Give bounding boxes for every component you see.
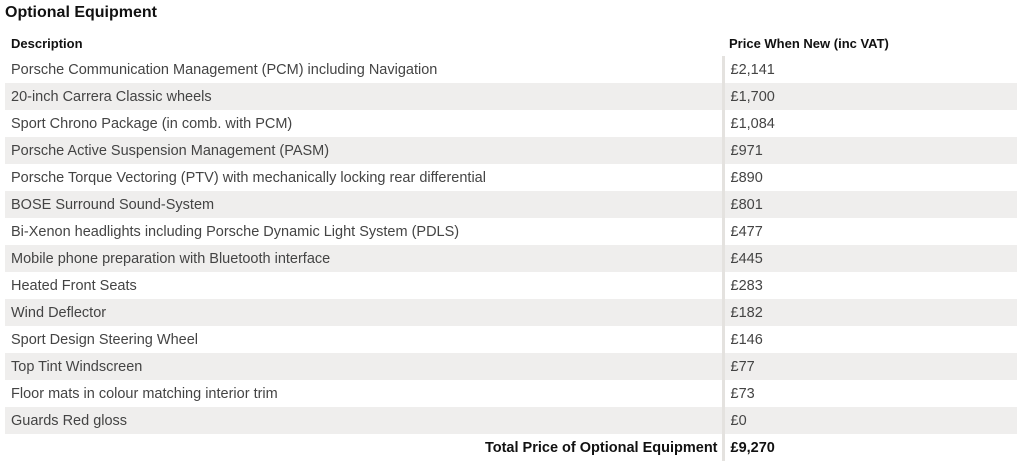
table-body: Porsche Communication Management (PCM) i…	[5, 56, 1017, 434]
table-row: Heated Front Seats £283	[5, 272, 1017, 299]
table-header: Description Price When New (inc VAT)	[5, 30, 1017, 56]
table-footer: Total Price of Optional Equipment £9,270	[5, 434, 1017, 461]
total-label: Total Price of Optional Equipment	[484, 439, 718, 456]
row-description: Porsche Active Suspension Management (PA…	[5, 137, 723, 164]
row-description: BOSE Surround Sound-System	[5, 191, 723, 218]
table-row: Porsche Active Suspension Management (PA…	[5, 137, 1017, 164]
row-price: £801	[721, 191, 1017, 218]
row-price: £445	[721, 245, 1017, 272]
row-description: Top Tint Windscreen	[5, 353, 723, 380]
row-price: £73	[721, 380, 1017, 407]
row-price: £283	[721, 272, 1017, 299]
table-row: Porsche Communication Management (PCM) i…	[5, 56, 1017, 83]
total-row: Total Price of Optional Equipment £9,270	[5, 434, 1017, 461]
table-row: Sport Design Steering Wheel £146	[5, 326, 1017, 353]
table-row: Floor mats in colour matching interior t…	[5, 380, 1017, 407]
row-description: Porsche Torque Vectoring (PTV) with mech…	[5, 164, 723, 191]
row-description: Porsche Communication Management (PCM) i…	[5, 56, 723, 83]
row-description: Guards Red gloss	[5, 407, 723, 434]
row-description: Wind Deflector	[5, 299, 723, 326]
column-header-description: Description	[11, 35, 83, 51]
row-price: £1,700	[721, 83, 1017, 110]
optional-equipment-table: Description Price When New (inc VAT) Por…	[5, 30, 1017, 461]
row-price: £182	[721, 299, 1017, 326]
table-row: 20-inch Carrera Classic wheels £1,700	[5, 83, 1017, 110]
table-row: Mobile phone preparation with Bluetooth …	[5, 245, 1017, 272]
table-row: Wind Deflector £182	[5, 299, 1017, 326]
table-row: Guards Red gloss £0	[5, 407, 1017, 434]
table-row: Bi-Xenon headlights including Porsche Dy…	[5, 218, 1017, 245]
row-description: Sport Chrono Package (in comb. with PCM)	[5, 110, 723, 137]
row-price: £0	[721, 407, 1017, 434]
column-header-price: Price When New (inc VAT)	[729, 35, 889, 51]
row-price: £971	[721, 137, 1017, 164]
row-description: Heated Front Seats	[5, 272, 723, 299]
table-row: Sport Chrono Package (in comb. with PCM)…	[5, 110, 1017, 137]
section-title: Optional Equipment	[5, 4, 157, 21]
row-description: Floor mats in colour matching interior t…	[5, 380, 723, 407]
row-price: £77	[721, 353, 1017, 380]
row-description: Sport Design Steering Wheel	[5, 326, 723, 353]
row-description: Bi-Xenon headlights including Porsche Dy…	[5, 218, 723, 245]
row-price: £146	[721, 326, 1017, 353]
row-price: £2,141	[721, 56, 1017, 83]
row-description: 20-inch Carrera Classic wheels	[5, 83, 723, 110]
row-price: £890	[721, 164, 1017, 191]
table-row: Porsche Torque Vectoring (PTV) with mech…	[5, 164, 1017, 191]
table-row: Top Tint Windscreen £77	[5, 353, 1017, 380]
header-row: Description Price When New (inc VAT)	[5, 30, 1017, 56]
total-value: £9,270	[721, 434, 1017, 461]
table-row: BOSE Surround Sound-System £801	[5, 191, 1017, 218]
row-description: Mobile phone preparation with Bluetooth …	[5, 245, 723, 272]
row-price: £477	[721, 218, 1017, 245]
row-price: £1,084	[721, 110, 1017, 137]
